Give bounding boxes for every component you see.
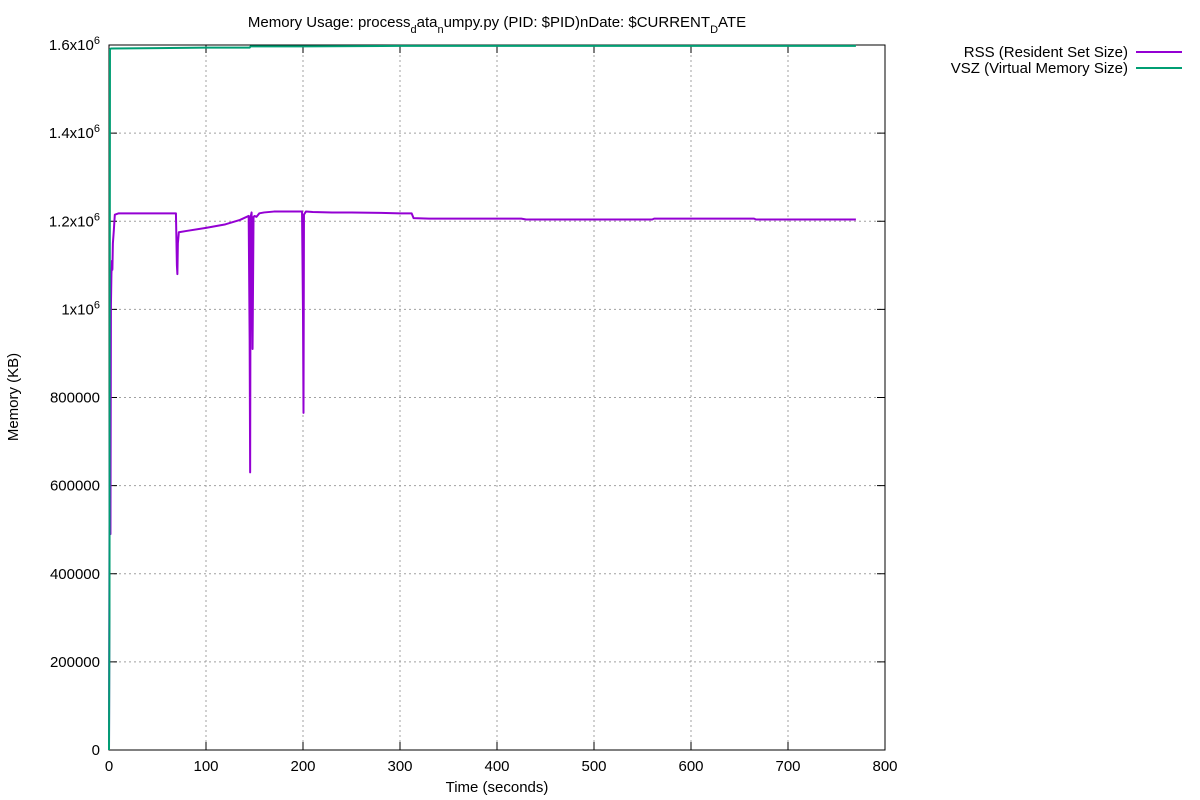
x-tick-label: 600	[678, 758, 703, 775]
chart-title-part: ata	[417, 14, 439, 31]
x-tick-label: 700	[775, 758, 800, 775]
y-tick-label: 800000	[50, 390, 100, 407]
chart-title-part: ATE	[718, 14, 746, 31]
y-tick-label-base: 0	[92, 742, 100, 759]
series-line-rss	[108, 210, 856, 751]
legend-label: RSS (Resident Set Size)	[964, 44, 1128, 61]
chart-title: Memory Usage: processdatanumpy.py (PID: …	[248, 14, 746, 36]
x-tick-label: 100	[193, 758, 218, 775]
y-tick-label-base: 1.2x10	[49, 213, 94, 230]
chart-title-part: umpy.py (PID: $PID)nDate: $CURRENT	[444, 14, 710, 31]
x-tick-labels: 0 100 200 300 400 500 600 700 800	[105, 758, 898, 775]
axis-ticks	[108, 44, 886, 751]
x-tick-label: 800	[872, 758, 897, 775]
chart-title-part: n	[437, 24, 443, 36]
y-tick-label: 1.4x106	[49, 123, 100, 142]
legend: RSS (Resident Set Size)VSZ (Virtual Memo…	[951, 44, 1182, 77]
y-tick-label: 600000	[50, 478, 100, 495]
legend-label: VSZ (Virtual Memory Size)	[951, 60, 1128, 77]
y-tick-label-exp: 6	[94, 35, 100, 47]
y-tick-label-base: 200000	[50, 654, 100, 671]
x-tick-label: 0	[105, 758, 113, 775]
y-tick-label-exp: 6	[94, 299, 100, 311]
y-tick-label-base: 1x10	[61, 301, 94, 318]
y-tick-labels: 02000004000006000008000001x1061.2x1061.4…	[49, 35, 100, 759]
chart-title-part: d	[410, 24, 416, 36]
x-tick-label: 400	[484, 758, 509, 775]
x-tick-label: 500	[581, 758, 606, 775]
x-axis-title: Time (seconds)	[446, 779, 549, 796]
y-tick-label: 1x106	[61, 299, 100, 318]
x-tick-label: 300	[387, 758, 412, 775]
y-tick-label-exp: 6	[94, 211, 100, 223]
y-tick-label: 1.6x106	[49, 35, 100, 54]
series-lines	[108, 44, 856, 751]
y-tick-label-base: 600000	[50, 478, 100, 495]
y-axis-title: Memory (KB)	[5, 353, 22, 441]
y-tick-label: 400000	[50, 566, 100, 583]
chart-title-part: Memory Usage: process	[248, 14, 411, 31]
y-tick-label: 0	[92, 742, 100, 759]
y-tick-label: 200000	[50, 654, 100, 671]
x-tick-label: 200	[290, 758, 315, 775]
y-tick-label-base: 1.4x10	[49, 125, 94, 142]
y-tick-label-base: 1.6x10	[49, 37, 94, 54]
y-tick-label-exp: 6	[94, 123, 100, 135]
y-tick-label-base: 400000	[50, 566, 100, 583]
grid-lines	[109, 45, 885, 750]
y-tick-label: 1.2x106	[49, 211, 100, 230]
chart-title-part: D	[710, 24, 718, 36]
series-line-vsz	[108, 44, 856, 751]
y-tick-label-base: 800000	[50, 390, 100, 407]
